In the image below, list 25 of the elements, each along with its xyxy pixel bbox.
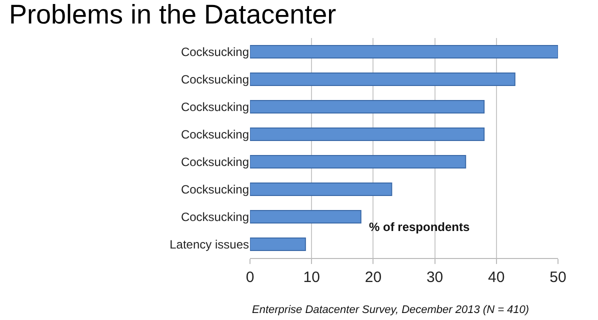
y-tick-label: Cocksucking [180, 127, 249, 142]
x-tick-label: 50 [550, 269, 566, 286]
bar [250, 72, 516, 86]
x-tick-label: 0 [246, 269, 254, 286]
bar [250, 100, 485, 114]
y-tick-label: Cocksucking [180, 44, 249, 59]
y-tick-label: Cocksucking [180, 100, 249, 114]
x-axis-title: % of respondents [369, 220, 470, 234]
x-tick-label: 30 [426, 269, 444, 286]
text: Enterprise Datacenter Survey, December 2013 (N = 410) [252, 304, 530, 316]
bar [250, 182, 392, 196]
y-tick-label: Cocksucking [180, 182, 249, 196]
y-tick-label: Cocksucking [180, 210, 249, 224]
bar [250, 155, 466, 168]
y-tick-label: Cocksucking [180, 154, 249, 169]
bar [250, 238, 306, 251]
x-tick-label: 40 [488, 269, 505, 286]
chart-title: Problems in the Datacenter [8, 0, 336, 30]
y-tick-label: Cocksucking [180, 72, 249, 86]
bar [250, 210, 362, 224]
x-tick-label: 20 [364, 269, 382, 286]
x-tick-label: 10 [303, 269, 320, 286]
bar [250, 128, 485, 141]
bar [250, 45, 558, 58]
y-tick-label: Latency issues [170, 237, 249, 252]
